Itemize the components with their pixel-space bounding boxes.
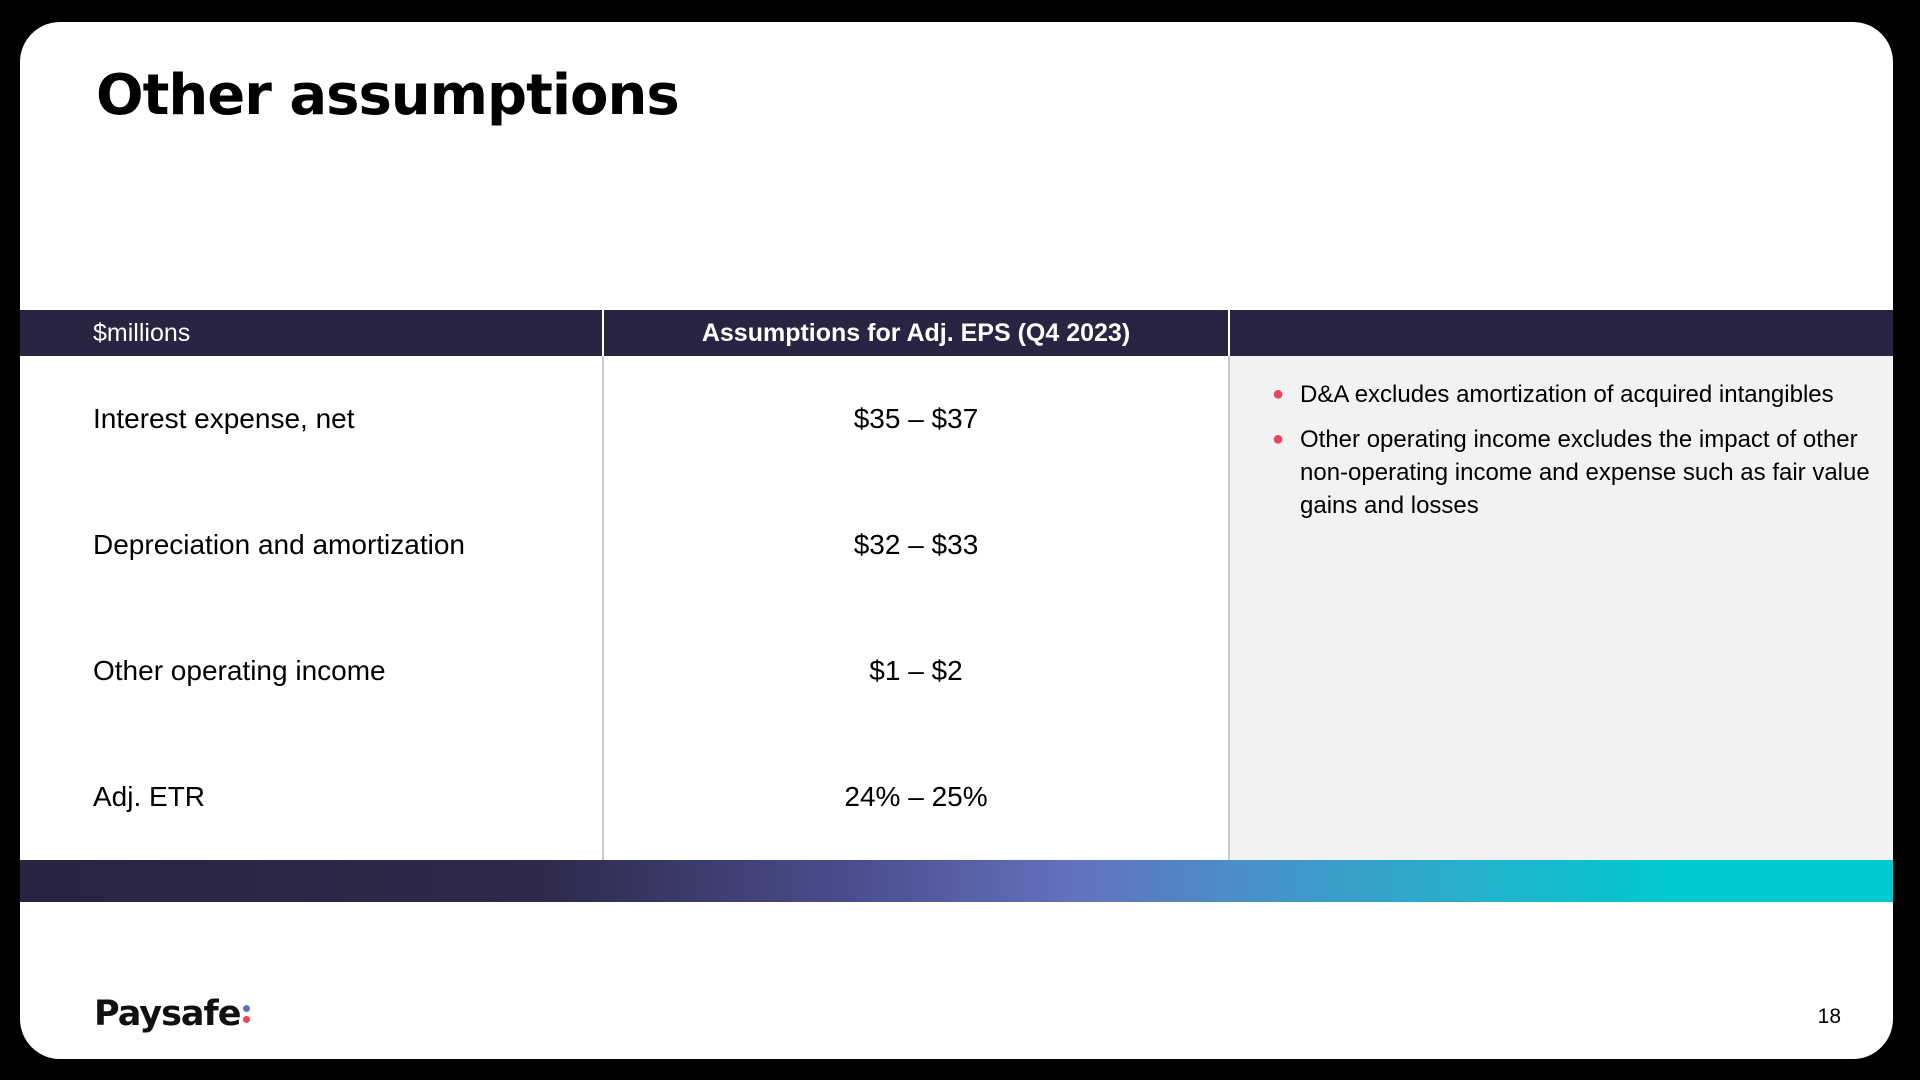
row-value: $35 – $37 (853, 403, 979, 434)
logo-text: Paysafe (94, 994, 241, 1034)
table-row: Adj. ETR 24% – 25% (20, 734, 1229, 860)
table-header: $millions Assumptions for Adj. EPS (Q4 2… (20, 310, 1893, 356)
table-row: Depreciation and amortization $32 – $33 (20, 482, 1229, 608)
logo-dot-bottom (243, 1016, 251, 1023)
list-item: ● Other operating income excludes the im… (1272, 423, 1872, 522)
column-divider (602, 356, 604, 860)
header-divider (1228, 310, 1230, 356)
header-cell-assumptions: Assumptions for Adj. EPS (Q4 2023) (701, 318, 1131, 347)
row-label: Other operating income (93, 655, 386, 686)
column-divider (1228, 356, 1230, 860)
row-value: $32 – $33 (853, 529, 979, 560)
header-cell-units: $millions (93, 318, 191, 347)
bullet-dot-icon: ● (1272, 383, 1285, 405)
row-label: Interest expense, net (93, 403, 355, 434)
table-row: Other operating income $1 – $2 (20, 608, 1229, 734)
paysafe-logo: Paysafe (94, 994, 251, 1034)
slide: Other assumptions $millions Assumptions … (20, 22, 1893, 1059)
page-number: 18 (1817, 1005, 1841, 1028)
note-text: D&A excludes amortization of acquired in… (1300, 381, 1834, 408)
row-value: 24% – 25% (844, 781, 988, 812)
colon-dots-icon (243, 999, 251, 1029)
note-text: Other operating income excludes the impa… (1300, 426, 1870, 519)
header-cell-notes (1230, 310, 1893, 356)
row-label: Adj. ETR (93, 781, 206, 812)
logo-dot-top (243, 1005, 251, 1012)
row-value: $1 – $2 (869, 655, 963, 686)
list-item: ● D&A excludes amortization of acquired … (1272, 378, 1872, 411)
page-title: Other assumptions (96, 63, 680, 128)
assumptions-table: $millions Assumptions for Adj. EPS (Q4 2… (20, 310, 1893, 860)
row-label: Depreciation and amortization (93, 529, 465, 560)
decorative-gradient-bar (20, 860, 1893, 902)
bullet-dot-icon: ● (1272, 428, 1285, 450)
header-divider (602, 310, 604, 356)
table-row: Interest expense, net $35 – $37 (20, 356, 1229, 482)
notes-list: ● D&A excludes amortization of acquired … (1272, 378, 1872, 534)
notes-panel (1230, 356, 1893, 860)
